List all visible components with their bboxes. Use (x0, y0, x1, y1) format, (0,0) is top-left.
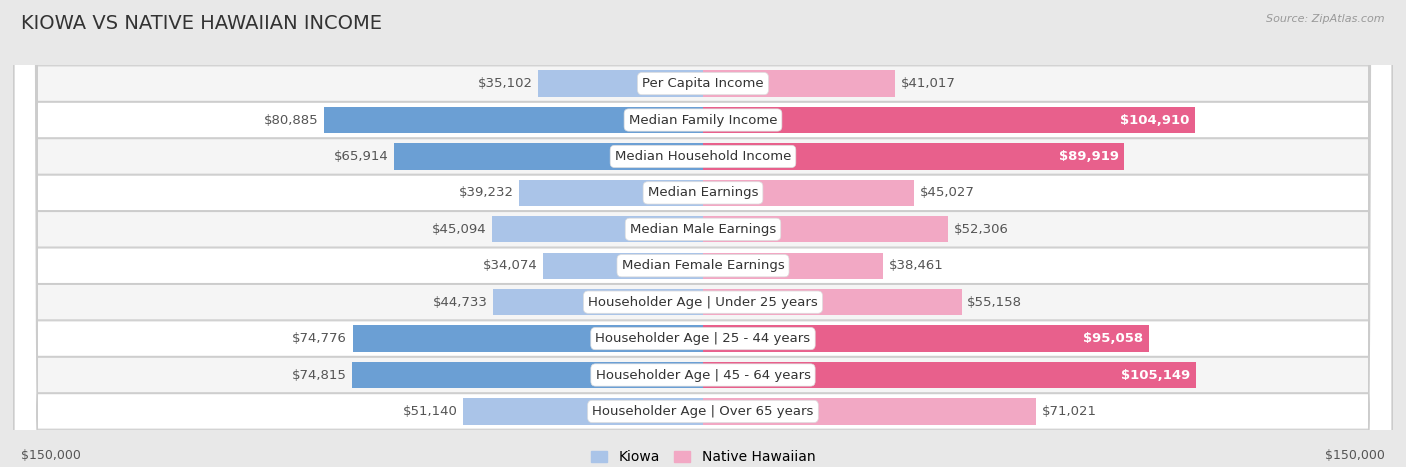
Text: Householder Age | 25 - 44 years: Householder Age | 25 - 44 years (595, 332, 811, 345)
Text: $104,910: $104,910 (1119, 113, 1189, 127)
Text: Median Female Earnings: Median Female Earnings (621, 259, 785, 272)
Text: $74,776: $74,776 (292, 332, 347, 345)
Bar (323, 107, 703, 133)
Legend: Kiowa, Native Hawaiian: Kiowa, Native Hawaiian (585, 445, 821, 467)
Bar (394, 143, 703, 170)
FancyBboxPatch shape (14, 0, 1392, 467)
Text: Householder Age | Over 65 years: Householder Age | Over 65 years (592, 405, 814, 418)
Bar (543, 253, 703, 279)
Text: $51,140: $51,140 (404, 405, 458, 418)
FancyBboxPatch shape (14, 0, 1392, 467)
FancyBboxPatch shape (14, 0, 1392, 467)
Text: $45,094: $45,094 (432, 223, 486, 236)
Bar (492, 216, 703, 242)
Bar (353, 325, 703, 352)
FancyBboxPatch shape (14, 0, 1392, 467)
FancyBboxPatch shape (14, 0, 1392, 467)
FancyBboxPatch shape (14, 0, 1392, 467)
Text: Median Earnings: Median Earnings (648, 186, 758, 199)
Text: Source: ZipAtlas.com: Source: ZipAtlas.com (1267, 14, 1385, 24)
Bar (703, 180, 914, 206)
Text: $34,074: $34,074 (482, 259, 537, 272)
Text: Per Capita Income: Per Capita Income (643, 77, 763, 90)
Text: $89,919: $89,919 (1059, 150, 1119, 163)
Text: $35,102: $35,102 (478, 77, 533, 90)
Bar (703, 398, 1036, 425)
Text: $52,306: $52,306 (953, 223, 1008, 236)
Bar (703, 143, 1125, 170)
Text: $44,733: $44,733 (433, 296, 488, 309)
Bar (703, 216, 948, 242)
FancyBboxPatch shape (14, 0, 1392, 467)
Text: KIOWA VS NATIVE HAWAIIAN INCOME: KIOWA VS NATIVE HAWAIIAN INCOME (21, 14, 382, 33)
Text: $150,000: $150,000 (21, 449, 82, 462)
Bar (703, 289, 962, 315)
Text: $80,885: $80,885 (264, 113, 318, 127)
Bar (703, 362, 1195, 388)
Text: Householder Age | Under 25 years: Householder Age | Under 25 years (588, 296, 818, 309)
Bar (494, 289, 703, 315)
Text: $38,461: $38,461 (889, 259, 943, 272)
Bar (538, 71, 703, 97)
Text: $55,158: $55,158 (967, 296, 1022, 309)
Bar (703, 107, 1195, 133)
FancyBboxPatch shape (14, 0, 1392, 467)
Text: Median Household Income: Median Household Income (614, 150, 792, 163)
Text: $45,027: $45,027 (920, 186, 974, 199)
Text: $65,914: $65,914 (333, 150, 388, 163)
Text: $74,815: $74,815 (292, 368, 347, 382)
Bar (464, 398, 703, 425)
Bar (703, 71, 896, 97)
Bar (519, 180, 703, 206)
Text: $41,017: $41,017 (901, 77, 956, 90)
FancyBboxPatch shape (14, 0, 1392, 467)
Text: $150,000: $150,000 (1324, 449, 1385, 462)
Text: $95,058: $95,058 (1083, 332, 1143, 345)
Text: Householder Age | 45 - 64 years: Householder Age | 45 - 64 years (596, 368, 810, 382)
Bar (353, 362, 703, 388)
Bar (703, 325, 1149, 352)
FancyBboxPatch shape (14, 0, 1392, 467)
Text: Median Male Earnings: Median Male Earnings (630, 223, 776, 236)
Text: $71,021: $71,021 (1042, 405, 1097, 418)
Bar (703, 253, 883, 279)
Text: $39,232: $39,232 (458, 186, 513, 199)
Text: $105,149: $105,149 (1121, 368, 1189, 382)
Text: Median Family Income: Median Family Income (628, 113, 778, 127)
